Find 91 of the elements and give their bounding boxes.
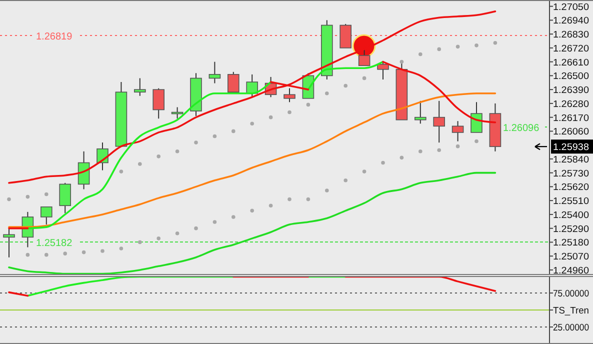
candlestick [377, 61, 389, 80]
y-tick-label: 1.27050 [553, 2, 589, 13]
point [194, 140, 198, 144]
y-tick-label: 1.24960 [553, 265, 589, 276]
point [212, 220, 217, 224]
candlestick [452, 120, 464, 142]
candlestick [134, 78, 146, 96]
ref-line-label: 1.26819 [36, 31, 73, 42]
point [100, 249, 104, 253]
y-tick-label: 1.25400 [553, 210, 589, 221]
point [288, 110, 292, 114]
point [306, 102, 310, 107]
y-tick-label: 1.26280 [553, 98, 589, 110]
point [119, 170, 124, 174]
candlestick [433, 100, 445, 144]
y-tick-label: 1.25180 [553, 238, 589, 249]
y-tick-label: 25.00000 [553, 322, 593, 334]
candlestick [246, 74, 258, 98]
y-tick-label: TS_Tren [553, 306, 590, 316]
point [268, 115, 273, 120]
candlestick [284, 88, 296, 103]
ref-line-label: 1.25182 [36, 238, 73, 249]
y-tick-label: 1.25730 [553, 168, 589, 180]
point [456, 144, 460, 148]
point [44, 192, 48, 196]
y-tick-label: 1.26170 [553, 112, 589, 124]
point [138, 162, 142, 166]
point [250, 208, 254, 213]
point [325, 188, 329, 192]
point [26, 194, 30, 199]
y-tick-label: 1.26940 [553, 16, 589, 27]
point [194, 226, 198, 230]
y-tick-label: 1.26610 [553, 57, 589, 68]
point [82, 250, 86, 254]
y-tick-label: 75.00000 [553, 288, 593, 300]
point [232, 215, 236, 219]
point [44, 252, 48, 257]
ref-line-label: 1.25938 [553, 142, 589, 154]
point [362, 170, 366, 174]
y-tick-label: 1.26720 [553, 43, 589, 54]
point [175, 149, 180, 154]
point [493, 40, 498, 45]
point [400, 156, 404, 160]
point [63, 252, 67, 256]
candlestick [470, 102, 482, 133]
y-tick-label: 1.26830 [553, 30, 589, 41]
point [418, 52, 422, 56]
y-tick-label: 1.25620 [553, 182, 589, 194]
candlestick [228, 71, 240, 93]
point [232, 129, 236, 134]
annotation: 1.26096 [503, 123, 540, 134]
candlestick [3, 226, 15, 258]
point [418, 149, 422, 154]
point [344, 178, 348, 182]
y-tick-label: 1.26060 [553, 126, 589, 138]
candlestick [208, 61, 221, 84]
candlestick [152, 88, 164, 120]
point [437, 148, 441, 152]
point [437, 47, 441, 52]
y-tick-label: 1.26500 [553, 71, 589, 82]
candlestick [40, 206, 52, 226]
point [26, 252, 30, 257]
y-tick-label: 1.26390 [553, 85, 589, 96]
candlestick [414, 100, 426, 124]
point [250, 122, 254, 126]
point [119, 246, 124, 250]
point [288, 197, 292, 202]
point [175, 231, 180, 236]
point [7, 197, 11, 202]
y-tick-label: 1.25070 [553, 252, 589, 263]
y-tick-label: 1.25510 [553, 196, 589, 208]
point [156, 236, 160, 240]
point [268, 204, 273, 208]
point [138, 240, 142, 244]
point [325, 91, 329, 96]
point [456, 44, 460, 49]
y-tick-label: 1.25840 [553, 154, 589, 166]
point [474, 139, 478, 144]
line-series [8, 172, 496, 275]
candlestick [358, 48, 370, 66]
point [400, 60, 404, 64]
point [362, 76, 366, 80]
point [474, 44, 478, 48]
point [306, 197, 310, 202]
point [344, 84, 348, 88]
point [381, 160, 385, 165]
point [212, 134, 217, 138]
candlestick [59, 182, 71, 214]
point [156, 154, 160, 158]
y-tick-label: 1.25290 [553, 224, 589, 235]
candlestick [340, 23, 352, 48]
